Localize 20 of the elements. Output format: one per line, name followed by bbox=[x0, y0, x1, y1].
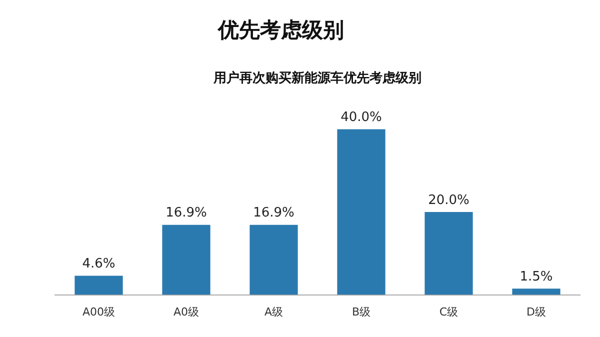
x-tick-label: A级 bbox=[264, 305, 284, 318]
chart-subtitle: 用户再次购买新能源车优先考虑级别 bbox=[212, 70, 422, 86]
chart-title: 优先考虑级别 bbox=[218, 17, 344, 44]
bar bbox=[337, 129, 386, 295]
x-tick-label: D级 bbox=[526, 305, 546, 318]
data-label: 20.0% bbox=[428, 192, 470, 208]
x-tick-label: B级 bbox=[352, 305, 371, 318]
x-tick-label: C级 bbox=[439, 305, 458, 318]
x-tick-label: A00级 bbox=[82, 305, 116, 318]
bar bbox=[424, 212, 473, 295]
bar bbox=[162, 224, 210, 295]
data-label: 16.9% bbox=[253, 206, 294, 221]
bar bbox=[512, 288, 560, 295]
data-label: 4.6% bbox=[82, 256, 116, 272]
x-tick-label: A0级 bbox=[173, 305, 200, 318]
data-label: 16.9% bbox=[166, 206, 207, 221]
data-label: 40.0% bbox=[340, 110, 382, 126]
bar bbox=[250, 224, 298, 295]
bar bbox=[74, 276, 123, 295]
data-label: 1.5% bbox=[520, 269, 553, 284]
